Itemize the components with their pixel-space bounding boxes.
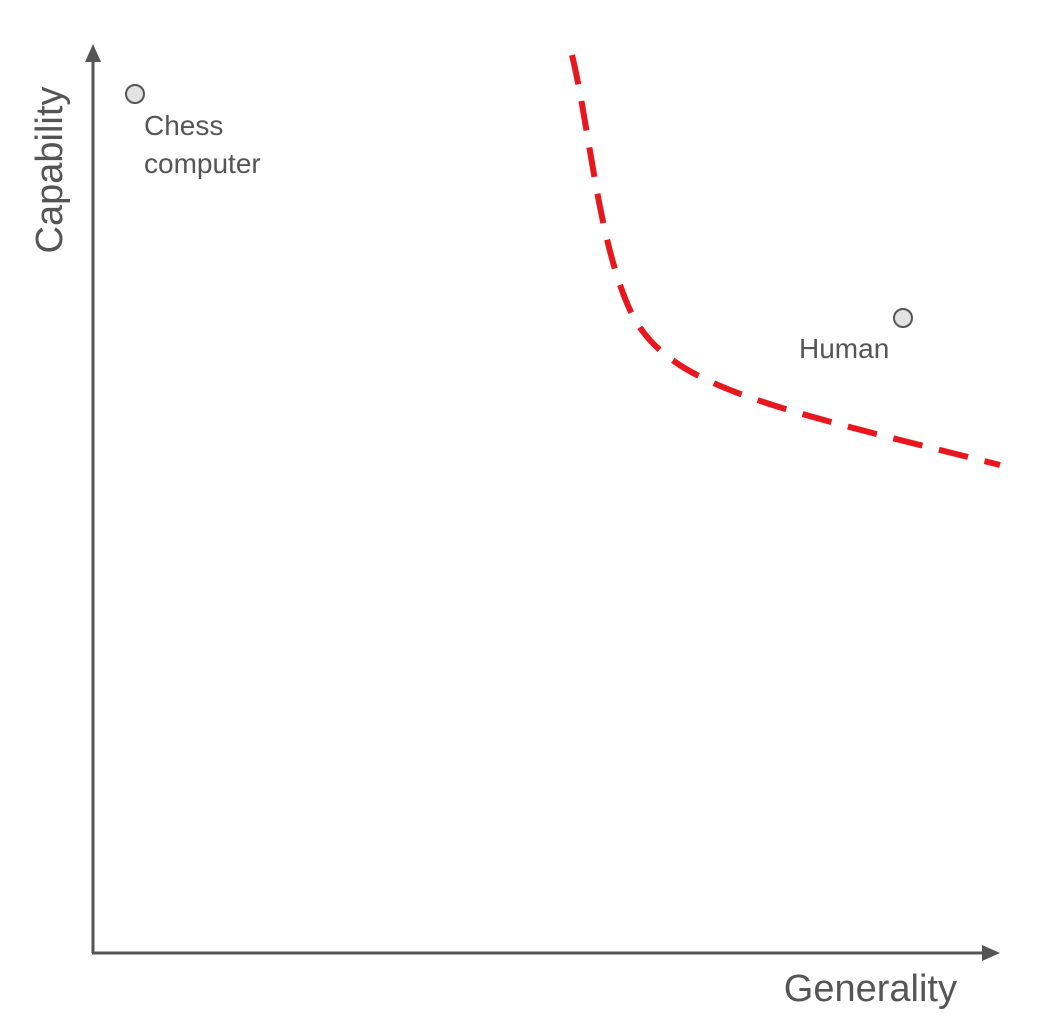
human-marker bbox=[893, 308, 913, 328]
human-label: Human bbox=[799, 333, 889, 364]
y-axis-title: Capability bbox=[29, 87, 71, 254]
y-axis-arrowhead bbox=[85, 44, 101, 62]
x-axis-arrowhead bbox=[982, 945, 1000, 961]
chess-computer-label-line-1: Chess bbox=[144, 110, 223, 141]
frontier-dashed-curve bbox=[569, 54, 1001, 468]
chess-computer-label: Chess computer bbox=[144, 110, 261, 179]
x-axis-title: Generality bbox=[784, 968, 957, 1010]
chess-computer-label-line-2: computer bbox=[144, 148, 261, 179]
chess-computer-marker bbox=[125, 84, 145, 104]
